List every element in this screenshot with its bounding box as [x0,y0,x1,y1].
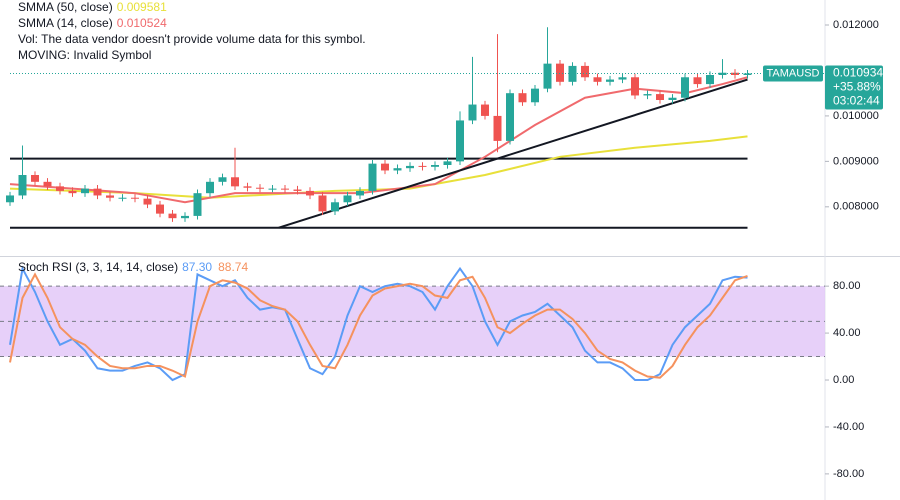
legend-value: 87.30 [182,260,212,274]
y-tick-label: 0.012000 [833,19,879,31]
candle-body [6,195,14,203]
price-tag [825,65,883,110]
y-tick-label: 0.008000 [833,201,879,213]
candle-body [381,163,389,171]
candle-body [581,65,589,78]
candle-body [193,193,202,216]
candle-body [143,198,152,205]
y-tick-label: -40.00 [833,421,864,433]
candle-body [118,197,127,199]
candle-body [531,88,539,103]
candle-body [493,115,502,141]
candle-body [718,72,727,75]
candle-body [343,195,352,203]
candle-body [443,161,452,165]
candle-body [706,75,714,85]
annotation: Vol: The data vendor doesn't provide vol… [18,32,366,46]
candle-body [306,190,314,196]
candle-body [668,97,677,100]
candle-body [693,77,702,85]
candle-body [731,72,739,75]
legend-value: 0.010524 [117,16,167,30]
candle-body [368,163,377,191]
y-tick-label: 40.00 [833,327,861,339]
last-price: 0.010934 [833,66,883,80]
trendline [278,78,748,229]
candle-body [206,181,214,194]
candle-body [106,195,114,198]
stoch-line [9,265,748,382]
candle-body [556,63,564,82]
candle-body [56,186,64,191]
candle-body [156,204,164,214]
y-tick-label: 80.00 [833,280,861,292]
candle-body [18,175,27,196]
candle-body [93,188,102,196]
candle-body [231,177,239,187]
y-tick-label: 0.009000 [833,155,879,167]
candle-body [431,165,439,167]
y-tick-label: -80.00 [833,468,864,480]
candle-body [293,189,302,191]
indicator-title: Stoch RSI (3, 3, 14, 14, close) [18,260,178,274]
candle-body [568,65,577,82]
symbol-tag [763,65,823,82]
candle-body [81,188,89,194]
candle-body [481,104,489,116]
candle-body [131,197,139,199]
candle-body [356,190,364,196]
legend-label: SMMA (50, close) [18,0,113,14]
candle-body [681,77,689,98]
candle-body [518,93,527,103]
candle-body [68,190,77,194]
candle-body [456,120,464,162]
candle-body [643,94,652,96]
candle-body [631,77,639,96]
candle-body [43,181,52,187]
candle-body [331,202,339,212]
legend-label: SMMA (14, close) [18,16,113,30]
candle-body [618,77,627,80]
y-tick-label: 0.00 [833,374,854,386]
candle-body [31,175,39,182]
countdown: 03:02:44 [833,94,880,108]
candle-body [281,188,289,190]
y-tick-label: 0.010000 [833,110,879,122]
legend-value: 88.74 [218,260,248,274]
candle-body [218,177,227,182]
candle-body [256,187,264,189]
candle-body [243,186,252,188]
candle-body [593,77,602,82]
legend-value: 0.009581 [117,0,167,14]
annotation: MOVING: Invalid Symbol [18,48,151,62]
candle-body [181,215,189,219]
candle-body [406,165,414,169]
candle-body [393,168,402,171]
candle-body [268,188,277,190]
price-change: +35.88% [833,80,881,94]
candle-body [543,63,552,89]
candle-body [506,93,514,141]
stoch-line [9,272,748,379]
candle-body [168,213,177,219]
candle-body [468,104,477,121]
symbol-label: TAMAUSD [767,67,820,79]
candle-body [743,73,752,75]
candle-body [656,94,664,100]
candle-body [606,79,614,82]
candle-body [418,165,427,167]
candle-body [318,195,327,212]
smma-line [9,135,748,199]
